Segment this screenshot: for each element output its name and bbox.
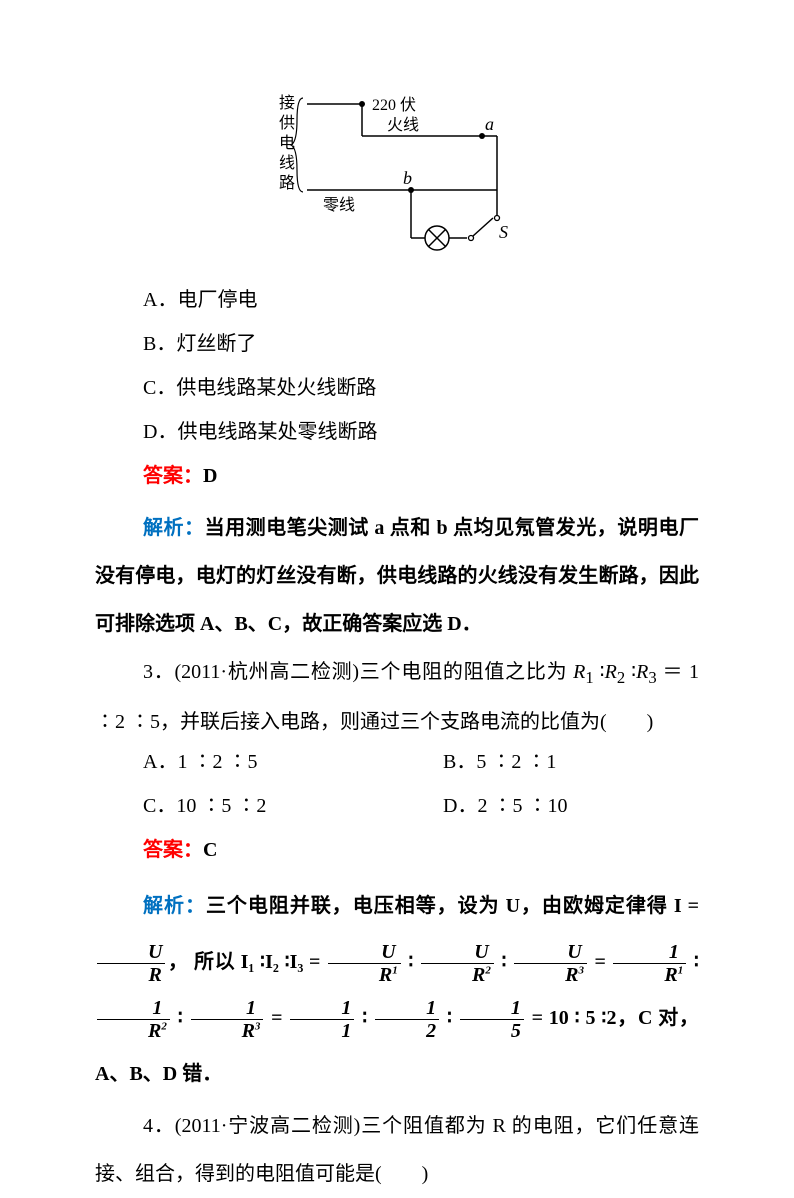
q3-a-t4: = 10 ∶ bbox=[532, 1007, 580, 1029]
diag-left-1: 供 bbox=[279, 114, 295, 132]
diag-left-3: 线 bbox=[279, 154, 295, 172]
q3-a-t1: 三个电阻并联，电压相等，设为 U，由欧姆定律得 I = bbox=[206, 895, 699, 917]
q3-a-t3: 所以 I₁ ∶I₂ ∶I₃ = bbox=[194, 951, 320, 973]
answer-value: C bbox=[203, 839, 217, 861]
q3-opt-a: A．1 ∶2 ∶5 bbox=[143, 746, 443, 778]
q3-stem-post: ，并联后接入电路，则通过三个支路电流的比值为( ) bbox=[160, 711, 653, 733]
q2-options: A．电厂停电 B．灯丝断了 C．供电线路某处火线断路 D．供电线路某处零线断路 bbox=[95, 284, 699, 448]
q3-answer: 答案：C bbox=[95, 834, 699, 866]
diag-left-0: 接 bbox=[279, 94, 295, 112]
diag-point-a: a bbox=[485, 114, 494, 134]
q3-stem-pre: 3．(2011·杭州高二检测)三个电阻的阻值之比为 bbox=[143, 661, 573, 683]
q2-answer: 答案：D bbox=[95, 460, 699, 492]
q2-opt-b: B．灯丝断了 bbox=[143, 328, 699, 360]
q3-opt-d: D．2 ∶5 ∶10 bbox=[443, 790, 699, 822]
answer-label: 答案： bbox=[143, 465, 203, 487]
diag-switch: S bbox=[499, 222, 508, 242]
q3-analysis: 解析：三个电阻并联，电压相等，设为 U，由欧姆定律得 I = UR， 所以 I₁… bbox=[95, 878, 699, 1102]
diag-point-b: b bbox=[403, 168, 412, 188]
analysis-label: 解析： bbox=[143, 517, 205, 539]
circuit-diagram: 接 供 电 线 路 220 伏 火线 a b 零线 bbox=[95, 90, 699, 260]
analysis-label: 解析： bbox=[143, 895, 206, 917]
q2-opt-c: C．供电线路某处火线断路 bbox=[143, 372, 699, 404]
q4-stem: 4．(2011·宁波高二检测)三个阻值都为 R 的电阻，它们任意连接、组合，得到… bbox=[95, 1102, 699, 1198]
diag-neutral: 零线 bbox=[323, 196, 355, 214]
q3-row1: A．1 ∶2 ∶5 B．5 ∶2 ∶1 bbox=[95, 746, 699, 778]
q2-opt-a: A．电厂停电 bbox=[143, 284, 699, 316]
answer-label: 答案： bbox=[143, 839, 203, 861]
q3-opt-c: C．10 ∶5 ∶2 bbox=[143, 790, 443, 822]
q2-opt-d: D．供电线路某处零线断路 bbox=[143, 416, 699, 448]
q3-row2: C．10 ∶5 ∶2 D．2 ∶5 ∶10 bbox=[95, 790, 699, 822]
diag-voltage: 220 伏 bbox=[372, 96, 416, 114]
diag-left-4: 路 bbox=[279, 174, 295, 192]
diag-hot: 火线 bbox=[387, 116, 419, 134]
q3-opt-b: B．5 ∶2 ∶1 bbox=[443, 746, 699, 778]
q3-stem: 3．(2011·杭州高二检测)三个电阻的阻值之比为 R1 ∶R2 ∶R3 ＝ 1… bbox=[95, 648, 699, 746]
q2-analysis: 解析：当用测电笔尖测试 a 点和 b 点均见氖管发光，说明电厂没有停电，电灯的灯… bbox=[95, 504, 699, 648]
answer-value: D bbox=[203, 465, 217, 487]
